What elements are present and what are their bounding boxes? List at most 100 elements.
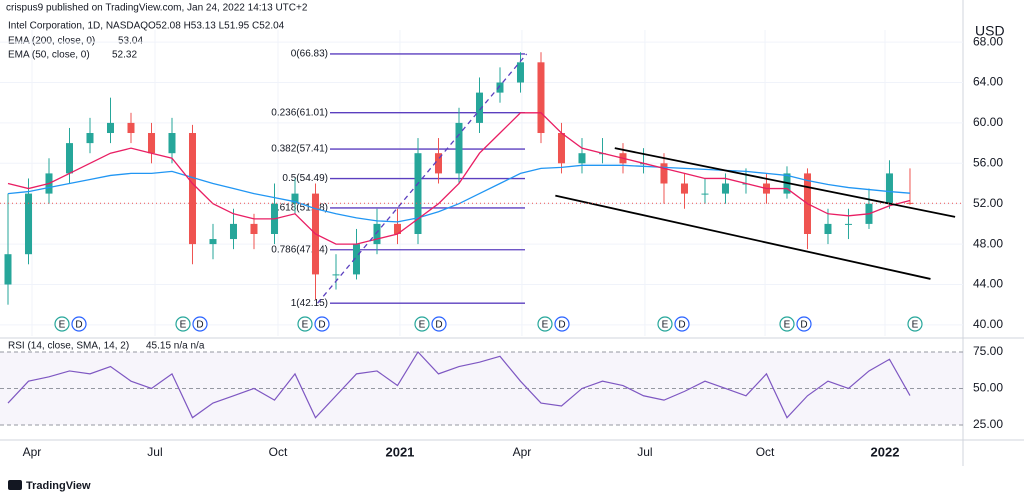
event-icon [674, 316, 690, 332]
event-letter: E [180, 320, 187, 331]
x-tick-label: Oct [756, 445, 775, 459]
event-icon [297, 316, 313, 332]
y-tick-label: 60.00 [973, 115, 1003, 129]
rsi-tick-label: 50.00 [973, 381, 1003, 395]
ema-line [7, 164, 911, 223]
event-icon [554, 316, 570, 332]
rsi-tick-label: 25.00 [973, 417, 1003, 431]
fib-label: 0.382(57.41) [271, 144, 328, 155]
event-icon [907, 316, 923, 332]
candle-body [393, 223, 401, 234]
event-icon [314, 316, 330, 332]
candle-body [844, 223, 852, 225]
candle-body [209, 239, 217, 245]
fib-label: 0.618(51.58) [271, 203, 328, 214]
candle-body [147, 133, 155, 154]
y-tick-label: 68.00 [973, 34, 1003, 48]
candle-body [229, 223, 237, 240]
candle-body [4, 254, 12, 285]
candle-body [824, 223, 832, 234]
y-tick-label: 56.00 [973, 155, 1003, 169]
fib-label: 0.786(47.44) [271, 244, 328, 255]
candle-body [557, 133, 565, 164]
logo [8, 480, 22, 490]
ema-line [7, 112, 911, 245]
legend-ema200: EMA (200, close, 0) [8, 36, 95, 47]
event-letter: E [419, 320, 426, 331]
candle-body [516, 62, 524, 83]
candle-body [537, 62, 545, 134]
event-icon [54, 316, 70, 332]
currency: USD [975, 23, 1005, 39]
candle-body [701, 193, 709, 195]
candle-body [721, 183, 729, 194]
candle-body [906, 202, 914, 204]
x-tick-label: Jul [637, 445, 652, 459]
candle-body [414, 153, 422, 234]
candle-body [168, 133, 176, 154]
x-tick-label: Apr [513, 445, 532, 459]
candle-body [578, 153, 586, 164]
fib-label: 0(66.83) [291, 49, 328, 60]
candle-body [106, 122, 114, 134]
fib-label: 0.236(61.01) [271, 107, 328, 118]
candle-body [680, 183, 688, 194]
legend-ema50: EMA (50, close, 0) [8, 50, 90, 61]
candle-body [332, 274, 340, 276]
y-tick-label: 40.00 [973, 317, 1003, 331]
event-letter: D [558, 320, 565, 331]
event-icon [414, 316, 430, 332]
trend-line [317, 53, 528, 304]
rsi-band [0, 352, 963, 425]
rsi-legend-value: 45.15 n/a n/a [146, 341, 205, 352]
y-tick-label: 52.00 [973, 196, 1003, 210]
candle-body [188, 133, 196, 245]
event-letter: D [800, 320, 807, 331]
header: crispus9 published on TradingView.com, J… [6, 3, 308, 14]
event-letter: E [542, 320, 549, 331]
trend-line [614, 147, 956, 218]
candle-body [885, 173, 893, 204]
legend-ema50-value: 52.32 [112, 50, 137, 61]
candle-body [373, 223, 381, 245]
x-tick-label: Jul [147, 445, 162, 459]
candle-body [455, 122, 463, 174]
event-letter: D [435, 320, 442, 331]
event-icon [796, 316, 812, 332]
rsi-tick-label: 75.00 [973, 344, 1003, 358]
candle-body [86, 133, 94, 144]
rsi-legend: RSI (14, close, SMA, 14, 2) [8, 341, 129, 352]
candle-body [127, 122, 135, 134]
x-tick-label: Oct [269, 445, 288, 459]
event-letter: D [75, 320, 82, 331]
candle-body [65, 143, 73, 174]
event-icon [537, 316, 553, 332]
ohlc: O52.08 H53.13 L51.95 C52.04 [148, 21, 285, 32]
event-letter: E [59, 320, 66, 331]
candle-body [475, 92, 483, 123]
event-icon [71, 316, 87, 332]
candle-body [496, 82, 504, 93]
event-letter: E [662, 320, 669, 331]
event-letter: D [678, 320, 685, 331]
candle-body [434, 153, 442, 174]
event-letter: E [784, 320, 791, 331]
event-letter: D [318, 320, 325, 331]
fib-label: 0.5(54.49) [282, 173, 328, 184]
event-icon [657, 316, 673, 332]
candle-body [24, 193, 32, 255]
chart-title: Intel Corporation, 1D, NASDAQ [8, 21, 148, 32]
event-letter: D [196, 320, 203, 331]
trend-line [555, 194, 931, 280]
event-icon [175, 316, 191, 332]
event-letter: E [302, 320, 309, 331]
fib-label: 1(42.15) [291, 298, 328, 309]
x-tick-label: 2021 [385, 444, 414, 459]
y-tick-label: 44.00 [973, 277, 1003, 291]
y-tick-label: 48.00 [973, 236, 1003, 250]
brand: TradingView [26, 480, 91, 492]
event-icon [431, 316, 447, 332]
x-tick-label: Apr [23, 445, 42, 459]
x-tick-label: 2022 [871, 444, 900, 459]
